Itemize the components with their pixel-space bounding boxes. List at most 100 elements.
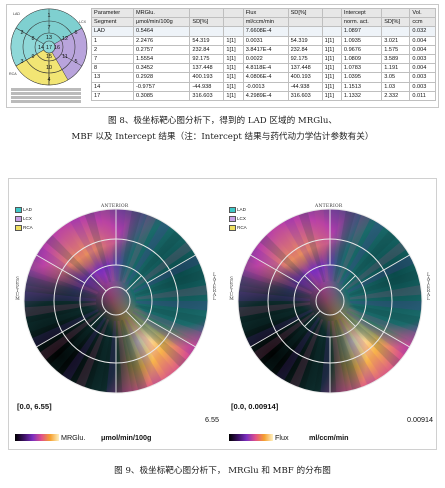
table-cell: SD[%] bbox=[189, 17, 225, 28]
table-cell: 316.603 bbox=[189, 90, 225, 101]
polar-map-sector-streak bbox=[289, 318, 324, 388]
polar-map-sector-streak bbox=[61, 317, 106, 381]
figure-8-caption-line1: 图 8、极坐标靶心图分析下，得到的 LAD 区域的 MRGlu、 bbox=[108, 116, 337, 126]
polar-map-sector-streak bbox=[45, 234, 103, 289]
legend-item-lad: LAD bbox=[15, 207, 32, 213]
table-cell: 0.003 bbox=[409, 72, 436, 83]
table-cell: 0.2928 bbox=[132, 72, 191, 83]
seg-label-7: 7 bbox=[48, 25, 51, 31]
polar-map-segment-divider bbox=[146, 318, 196, 348]
seg-label-11: 11 bbox=[62, 54, 68, 60]
axis-word-septum: SEPTUM bbox=[229, 277, 234, 301]
table-header-row-2: Segment μmol/min/100g SD[%] ml/ccm/min norm.… bbox=[91, 17, 436, 28]
polar-map-segment-divider bbox=[250, 254, 300, 284]
table-cell: ml/ccm/min bbox=[242, 17, 289, 28]
figure-8-caption-line2: MBF 以及 Intercept 结果（注：Intercept 结果与药代动力学… bbox=[71, 132, 374, 142]
axis-word-anterior: ANTERIOR bbox=[101, 204, 129, 209]
polar-map-sector-streak bbox=[128, 230, 183, 288]
colorbar-max-label: 6.55 bbox=[205, 415, 219, 424]
polar-map-sector-streak bbox=[122, 214, 157, 284]
legend-label: LAD bbox=[237, 207, 246, 213]
colorbar-max-label: 0.00914 bbox=[407, 415, 433, 424]
polar-map-sector-streak bbox=[284, 216, 322, 284]
colorbar-unit-label: μmol/min/100g bbox=[101, 433, 152, 442]
table-cell bbox=[381, 7, 411, 19]
polar-map-segment-divider bbox=[339, 275, 356, 292]
bullseye-rca-region-2 bbox=[48, 46, 69, 86]
table-cell: 3.589 bbox=[381, 53, 411, 65]
axis-word-lateral: LATERAL bbox=[212, 273, 217, 301]
table-cell: 1.0935 bbox=[340, 35, 383, 46]
seg-label-16: 16 bbox=[54, 45, 60, 51]
table-cell: 4.8118E-4 bbox=[242, 63, 289, 74]
seg-label-9: 9 bbox=[32, 54, 35, 60]
table-cell: 1[1] bbox=[223, 35, 244, 46]
polar-map-sector-streak bbox=[117, 320, 132, 393]
table-cell: 13 bbox=[91, 72, 134, 83]
polar-map-sector-streak bbox=[341, 316, 390, 378]
table-cell: 1[1] bbox=[321, 72, 342, 83]
table-cell: Flux bbox=[242, 7, 289, 19]
table-cell: LAD bbox=[91, 26, 134, 37]
table-cell: 2.2476 bbox=[132, 35, 191, 46]
axis-word-lateral: LATERAL bbox=[426, 273, 431, 301]
bullseye-segment-map: 1 2 3 4 5 6 7 8 9 10 11 12 13 14 15 16 1… bbox=[9, 8, 88, 86]
polar-map-segment-divider bbox=[90, 275, 107, 292]
legend-label: RCA bbox=[237, 225, 247, 231]
polar-bullseye-image bbox=[23, 208, 209, 394]
table-cell: 0.003 bbox=[409, 81, 436, 92]
polar-map-sector-streak bbox=[238, 302, 311, 317]
table-cell: 0.3452 bbox=[132, 63, 191, 74]
seg-label-1: 1 bbox=[48, 13, 51, 19]
table-cell: 1[1] bbox=[321, 81, 342, 92]
legend-item-lcx: LCX bbox=[15, 216, 32, 222]
polar-map-sector-streak bbox=[135, 304, 207, 327]
table-cell: 1.03 bbox=[381, 81, 411, 92]
polar-map-sector-streak bbox=[131, 241, 193, 290]
seg-label-15: 15 bbox=[46, 54, 52, 60]
polar-map-sector-streak bbox=[120, 319, 148, 391]
legend-label: LCX bbox=[23, 216, 32, 222]
polar-map-sector-streak bbox=[100, 209, 115, 282]
polar-map-segment-divider bbox=[90, 310, 107, 327]
table-cell: 92.175 bbox=[287, 53, 323, 65]
table-cell: 0.004 bbox=[409, 63, 436, 74]
bullseye-label-rca: RCA bbox=[9, 72, 17, 76]
figure-8-table-panel: 1 2 3 4 5 6 7 8 9 10 11 12 13 14 15 16 1… bbox=[6, 4, 439, 108]
table-cell: 1.0897 bbox=[340, 26, 383, 37]
figure-9-polar-maps: LAD LCX RCA ANTERIOR SEPTUM LATERAL [0.0, 6.55… bbox=[8, 178, 437, 450]
polar-map-ring bbox=[101, 286, 131, 316]
polar-map-sector-streak bbox=[270, 224, 319, 286]
legend-swatch bbox=[229, 216, 236, 222]
seg-label-10: 10 bbox=[46, 65, 52, 71]
polar-map-sector-streak bbox=[133, 307, 203, 342]
polar-map-sector-streak bbox=[239, 275, 311, 298]
table-cell: 2 bbox=[91, 44, 134, 55]
seg-label-17: 17 bbox=[46, 45, 52, 51]
table-cell: -44.938 bbox=[189, 81, 225, 92]
table-cell: 0.2757 bbox=[132, 44, 191, 55]
table-cell: 232.84 bbox=[287, 44, 323, 55]
polar-map-intensity-layer bbox=[24, 209, 208, 393]
colorbar-unit-label: ml/ccm/min bbox=[309, 433, 349, 442]
table-cell: 1.1513 bbox=[340, 81, 383, 92]
table-cell: 1.575 bbox=[381, 44, 411, 55]
table-cell: μmol/min/100g bbox=[132, 17, 191, 28]
polar-map-sector-streak bbox=[24, 302, 97, 317]
table-cell: 1[1] bbox=[223, 90, 244, 101]
table-cell: 137.448 bbox=[189, 63, 225, 74]
polar-map-sector-streak bbox=[135, 301, 208, 311]
polar-map-sector-streak bbox=[259, 234, 317, 289]
polar-map-sector-streak bbox=[338, 318, 376, 386]
polar-map-segment-divider bbox=[360, 318, 410, 348]
polar-map-segment-divider bbox=[250, 318, 300, 348]
table-cell bbox=[321, 26, 342, 37]
polar-map-sector-streak bbox=[346, 311, 410, 356]
polar-map-sector-streak bbox=[314, 209, 329, 282]
colorbar-quantity-label: Flux bbox=[275, 433, 289, 442]
table-cell: -0.0013 bbox=[242, 81, 289, 92]
colorbar bbox=[229, 434, 273, 441]
table-cell: Parameter bbox=[91, 7, 134, 19]
table-cell: 2.332 bbox=[381, 90, 411, 101]
table-cell: 92.175 bbox=[189, 53, 225, 65]
